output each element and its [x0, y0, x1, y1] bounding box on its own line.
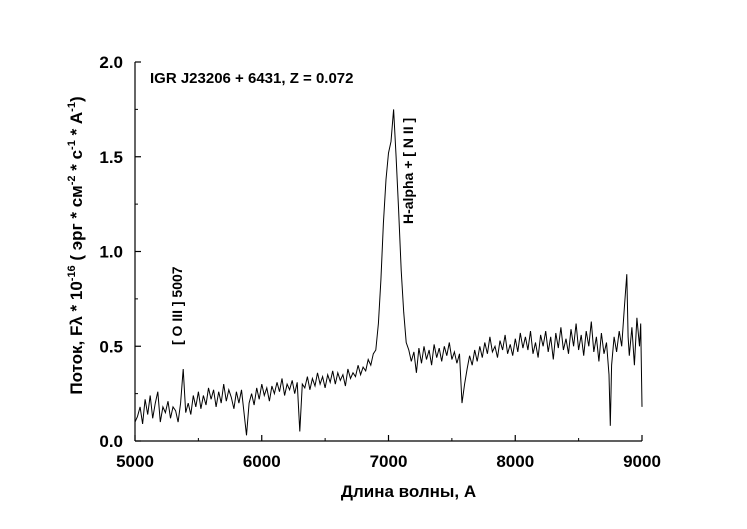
y-axis-title-exp1: -16	[66, 265, 78, 281]
x-tick-label-5000: 5000	[116, 452, 154, 471]
x-tick-label-9000: 9000	[623, 452, 661, 471]
x-tick-label-7000: 7000	[370, 452, 408, 471]
x-ticks: 5000 6000 7000 8000 9000	[116, 435, 661, 471]
annotation-oiii: [ O III ] 5007	[169, 266, 185, 345]
y-axis-title: Поток, Fλ * 10-16 ( эрг * см-2 * с-1 * А…	[66, 96, 86, 394]
y-tick-label-2: 2.0	[99, 53, 123, 72]
y-tick-label-1: 1.0	[99, 243, 123, 262]
y-axis-title-exp4: -1	[66, 102, 78, 112]
y-axis-title-prefix: Поток, Fλ * 10	[67, 281, 86, 394]
x-axis-title: Длина волны, А	[341, 482, 476, 501]
y-axis-title-mid2: * с	[67, 150, 86, 176]
y-axis-title-exp3: -1	[66, 140, 78, 150]
x-tick-label-6000: 6000	[243, 452, 281, 471]
x-tick-label-8000: 8000	[496, 452, 534, 471]
y-tick-label-1.5: 1.5	[99, 148, 123, 167]
annotation-halpha: H-alpha + [ N II ]	[400, 118, 416, 224]
y-axis-title-suffix: )	[67, 96, 86, 102]
y-axis-title-mid1: ( эрг * см	[67, 185, 86, 265]
spectrum-line	[134, 109, 643, 436]
y-axis-title-exp2: -2	[66, 175, 78, 185]
chart-title: IGR J23206 + 6431, Z = 0.072	[150, 70, 353, 87]
y-tick-label-0: 0.0	[99, 432, 123, 451]
plot-frame	[134, 62, 642, 442]
y-ticks: 0.0 0.5 1.0 1.5 2.0	[99, 53, 141, 451]
y-axis-title-mid3: * А	[67, 112, 86, 140]
y-tick-label-0.5: 0.5	[99, 337, 123, 356]
